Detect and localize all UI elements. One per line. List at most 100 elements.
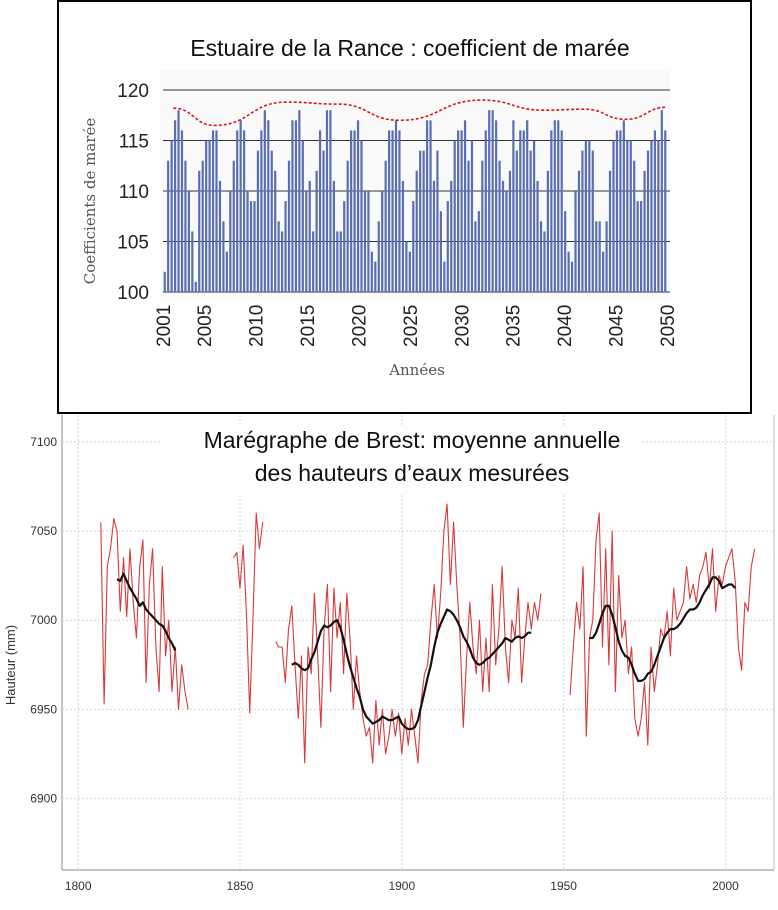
chart1-bar [263,110,266,292]
chart1-bar [249,201,253,292]
chart1-envelope-line [173,99,668,127]
chart1-bar [470,140,474,292]
chart2-x-tick-label: 1950 [550,879,577,893]
chart1-bar [318,130,322,292]
chart1-bar [664,130,667,292]
chart1-bar [356,120,360,292]
chart1-envelope [173,99,668,127]
chart1-x-tick-label: 2030 [452,305,473,347]
chart1-bar [312,231,315,292]
chart1-bar [412,201,415,292]
chart1-bar [550,130,553,292]
chart1-bar [450,180,453,292]
chart1-x-tick-label: 2001 [154,305,175,347]
chart1-bar [274,170,277,292]
chart1-bar [350,130,353,292]
chart1-bar [564,211,567,292]
chart1-bar [474,221,477,292]
chart1-bar [236,130,239,292]
chart1-bar [557,120,560,292]
chart1-bar [187,191,190,292]
chart1-x-tick-label: 2045 [607,305,628,347]
chart2-x-tick-label: 2000 [712,879,739,893]
chart1-bar [305,191,308,292]
chart1-bar [515,150,518,292]
chart1-bar [315,170,318,292]
chart1-bar [529,150,532,292]
chart1-bar [608,170,612,292]
chart1-bar [553,120,556,292]
chart1-bar [584,140,587,292]
chart1-bar [225,251,228,292]
chart1-bar [526,120,529,292]
chart2-smoothed-line [291,608,532,731]
chart1-bar [384,160,387,292]
chart1-bar [560,130,563,292]
chart1-bar [246,191,249,292]
chart1-bar [194,281,197,292]
chart1-bar [367,191,370,292]
chart1-x-tick-label: 2015 [298,305,319,347]
chart2-title-background [160,425,640,493]
chart1-bar [419,150,422,292]
chart1-bar [460,130,463,292]
chart1-bar [633,160,636,292]
chart2-smoothed-line [589,576,737,682]
chart1-bar [512,120,515,292]
chart1-bar [481,160,484,292]
chart1-title: Estuaire de la Rance : coefficient de ma… [190,35,629,61]
chart1-bar [488,110,491,292]
chart1-bar [605,221,608,292]
chart1-bar [205,140,208,292]
chart1-x-tick-label: 2020 [349,305,370,347]
chart1-bar [391,130,394,292]
chart1-y-tick-label: 105 [117,233,149,254]
chart1-bar [322,150,325,292]
chart1-bar [570,261,574,292]
chart1-x-tick-label: 2005 [195,305,216,347]
chart1-bar [615,130,619,292]
chart1-bar [325,110,329,292]
chart2-x-tick-label: 1850 [227,879,254,893]
chart1-bar [415,170,418,292]
chart1-bar [457,130,460,292]
chart1-bar [467,160,470,292]
chart1-bar [277,221,280,292]
chart1-bar [439,211,442,292]
chart1-bar [422,150,425,292]
chart1-bar [177,110,180,292]
chart1-x-tick-label: 2040 [555,305,576,347]
chart1-bar [218,180,222,292]
chart1-bar [622,120,625,292]
rance-tide-coefficient-chart: Estuaire de la Rance : coefficient de ma… [57,0,752,414]
chart1-bar [253,201,256,292]
chart2-smoothed-line [116,572,177,651]
chart2-y-tick-label: 7050 [30,524,57,538]
chart1-bar [239,120,242,292]
chart1-bar [398,130,401,292]
chart1-bar [173,120,177,292]
chart1-bar [595,221,598,292]
chart1-bar [353,130,356,292]
chart1-bar [394,120,398,292]
chart1-bar [363,191,367,292]
chart1-y-tick-label: 115 [119,132,149,153]
chart1-bar [388,130,391,292]
chart1-bar [256,150,260,292]
chart1-bar [591,150,594,292]
chart1-bar [463,120,467,292]
chart1-x-tick-label: 2050 [658,305,679,347]
chart1-bar [198,170,201,292]
chart2-x-tick-label: 1900 [388,879,415,893]
chart2-y-tick-label: 7100 [30,435,57,449]
chart1-bars [163,110,667,292]
chart1-bar [329,110,332,292]
chart1-bar [643,170,646,292]
chart1-bar [243,130,246,292]
chart2-y-axis-label: Hauteur (mm) [3,625,18,705]
chart1-x-tick-label: 2035 [504,305,525,347]
chart1-x-axis-label: Années [388,361,445,379]
chart1-bar [646,150,650,292]
chart1-bar [581,150,584,292]
chart1-bar [308,180,311,292]
